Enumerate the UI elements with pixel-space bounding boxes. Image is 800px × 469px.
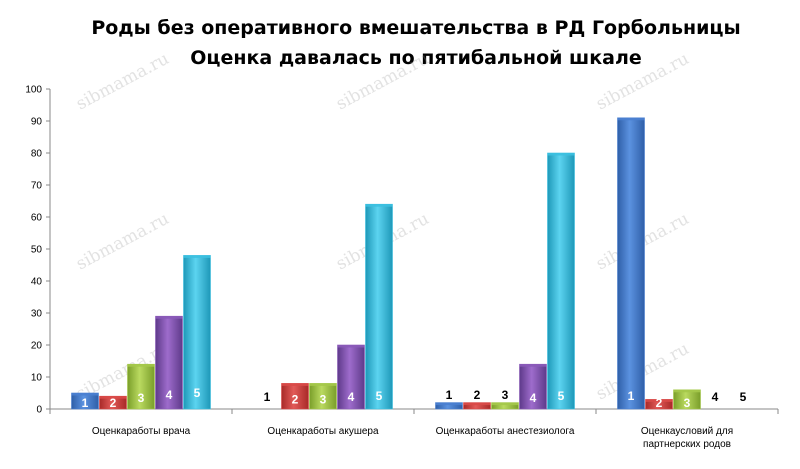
bar-cap-series-5 bbox=[365, 204, 393, 207]
bar-cap-series-3 bbox=[309, 383, 337, 386]
data-label-series-2: 2 bbox=[474, 388, 481, 402]
x-tick-label: Оценкаусловий для bbox=[641, 426, 733, 437]
bar-series-4 bbox=[519, 363, 547, 410]
chart-title: Роды без оперативного вмешательства в РД… bbox=[91, 17, 740, 69]
bar-cap-series-4 bbox=[337, 345, 365, 348]
y-tick-label: 60 bbox=[31, 213, 43, 224]
data-label-series-5: 5 bbox=[740, 390, 747, 404]
bar-series-3 bbox=[309, 383, 337, 410]
data-label-series-3: 3 bbox=[684, 396, 691, 410]
data-label-series-3: 3 bbox=[502, 388, 509, 402]
y-tick-label: 70 bbox=[31, 181, 43, 192]
x-tick-label: Оценкаработы анестезиолога bbox=[436, 425, 575, 437]
bar-cap-series-3 bbox=[673, 389, 701, 393]
data-label-series-3: 3 bbox=[138, 391, 145, 405]
y-tick-label: 90 bbox=[31, 117, 43, 128]
chart-title-line-1: Роды без оперативного вмешательства в РД… bbox=[91, 17, 740, 39]
data-label-series-4: 4 bbox=[530, 391, 537, 405]
y-tick-label: 50 bbox=[31, 245, 43, 256]
bar-cap-series-2 bbox=[281, 383, 309, 386]
bar-cap-series-3 bbox=[491, 402, 519, 406]
data-labels: 1 2 3 4 5 1 2 3 4 5 1 2 3 4 5 1 2 3 4 5 bbox=[82, 386, 747, 410]
bar-cap-series-1 bbox=[71, 393, 99, 396]
x-tick-label: партнерских родов bbox=[643, 439, 731, 450]
watermark-text: sibmama.ru bbox=[73, 49, 173, 115]
bar-cap-series-1 bbox=[617, 117, 645, 121]
bar-cap-series-2 bbox=[99, 396, 127, 399]
bar-cap-series-4 bbox=[519, 364, 547, 367]
y-tick-label: 30 bbox=[31, 309, 43, 320]
bar-series-4 bbox=[155, 315, 183, 410]
data-label-series-1: 1 bbox=[628, 389, 635, 403]
bar-cap-series-5 bbox=[183, 255, 211, 258]
data-label-series-4: 4 bbox=[712, 390, 719, 404]
data-label-series-2: 2 bbox=[110, 396, 117, 410]
bar-cap-series-5 bbox=[547, 153, 575, 156]
y-tick-label: 0 bbox=[36, 405, 42, 416]
watermark-text: sibmama.ru bbox=[73, 209, 173, 275]
bar-series-1 bbox=[617, 117, 645, 410]
data-label-series-3: 3 bbox=[320, 392, 327, 406]
bar-series-4 bbox=[337, 344, 365, 410]
bar-series-3 bbox=[127, 363, 155, 410]
data-label-series-4: 4 bbox=[166, 388, 173, 402]
data-label-series-1: 1 bbox=[446, 388, 453, 402]
bars bbox=[71, 117, 701, 410]
bar-series-5 bbox=[365, 203, 393, 410]
bar-cap-series-2 bbox=[463, 402, 491, 406]
bar-cap-series-4 bbox=[155, 316, 183, 319]
y-tick-label: 10 bbox=[31, 373, 43, 384]
data-label-series-2: 2 bbox=[656, 396, 663, 410]
bar-series-5 bbox=[547, 152, 575, 410]
data-label-series-4: 4 bbox=[348, 390, 355, 404]
x-tick-label: Оценкаработы акушера bbox=[267, 425, 379, 437]
y-tick-label: 40 bbox=[31, 277, 43, 288]
bar-cap-series-2 bbox=[645, 399, 673, 402]
data-label-series-5: 5 bbox=[194, 386, 201, 400]
axes: 0 10 20 30 40 50 60 70 80 90 100 Оценкаработы врача… bbox=[25, 85, 779, 450]
data-label-series-5: 5 bbox=[376, 389, 383, 403]
data-label-series-1: 1 bbox=[264, 390, 271, 404]
data-label-series-1: 1 bbox=[82, 396, 89, 410]
bar-cap-series-3 bbox=[127, 364, 155, 367]
chart-title-line-2: Оценка давалась по пятибальной шкале bbox=[190, 47, 642, 69]
data-label-series-5: 5 bbox=[558, 389, 565, 403]
bar-cap-series-1 bbox=[435, 402, 463, 406]
y-tick-label: 100 bbox=[25, 85, 42, 96]
x-tick-label: Оценкаработы врача bbox=[92, 425, 191, 437]
y-tick-label: 20 bbox=[31, 341, 43, 352]
y-tick-label: 80 bbox=[31, 149, 43, 160]
data-label-series-2: 2 bbox=[292, 392, 299, 406]
